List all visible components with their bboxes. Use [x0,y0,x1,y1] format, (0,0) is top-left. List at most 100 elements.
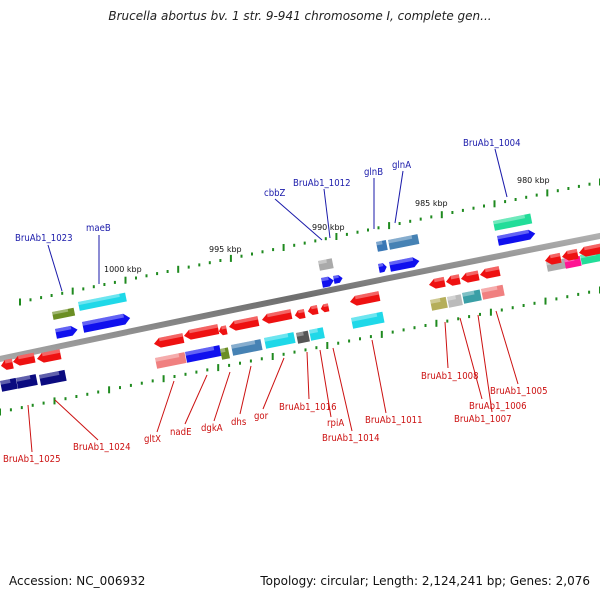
gene-feature [321,276,334,288]
gene-feature [492,213,533,231]
tick-mark-lower [271,353,274,360]
tick-mark-lower [173,375,176,378]
tick-mark-lower [64,397,67,401]
tick-mark-upper [50,294,53,297]
tick-mark-upper [293,243,296,247]
label-nade: nadE [170,427,191,438]
tick-mark-lower [369,335,372,339]
genome-summary: Topology: circular; Length: 2,124,241 bp… [260,574,590,588]
tick-mark-upper [504,200,507,204]
label-bruab1-1006: BruAb1_1006 [469,401,527,412]
tick-mark-lower [446,319,449,323]
connector-nade [184,374,208,425]
gene-feature [479,266,501,279]
gene-feature [15,374,38,389]
gene-feature [296,330,310,344]
label-bruab1-1012: BruAb1_1012 [293,178,351,189]
connector-bruab1-1006 [459,317,483,400]
tick-mark-upper [535,193,538,197]
tick-mark-lower [195,370,198,374]
connector-gor [262,357,285,410]
tick-mark-upper [409,219,412,223]
tick-mark-lower [206,368,209,372]
tick-mark-upper [472,206,475,210]
tick-mark-lower [129,383,132,387]
label-bruab1-1016: BruAb1_1016 [279,402,337,413]
gene-feature [445,274,461,286]
tick-mark-lower [239,361,241,365]
gene-feature [0,377,18,392]
tick-mark-lower [380,330,383,338]
tick-mark-lower [140,381,143,385]
label-dgka: dgkA [201,423,223,434]
tick-mark-lower [42,401,45,405]
tick-mark-lower [533,301,536,305]
tick-mark-lower [522,304,525,307]
gene-feature [218,325,228,336]
tick-mark-upper [219,259,222,262]
tick-mark-upper [483,204,485,208]
tick-mark-upper [251,252,253,256]
tick-mark-lower [304,348,307,352]
tick-mark-upper [514,198,517,201]
tick-mark-upper [261,250,264,254]
connector-bruab1-1007 [477,314,493,413]
gene-feature [446,294,463,308]
gene-feature [261,309,293,324]
tick-mark-upper [113,280,116,284]
tick-mark-upper [335,233,338,240]
tick-mark-upper [282,244,285,251]
connector-bruab1-1012 [323,188,331,239]
gene-feature [561,248,579,261]
tick-mark-lower [108,386,111,394]
tick-mark-lower [500,308,503,312]
gene-feature [544,252,562,265]
gene-feature [220,347,231,360]
gene-feature [351,311,385,329]
label-gltx: gltX [144,434,161,445]
gene-feature [430,296,448,311]
tick-label-985kbp: 985 kbp [415,199,448,208]
gene-feature [317,258,334,271]
gene-feature [333,274,343,284]
gene-feature [0,358,14,370]
tick-mark-upper [388,222,391,230]
tick-mark-lower [249,359,252,363]
connector-bruab1-1014 [332,347,353,432]
tick-mark-lower [86,392,89,396]
gene-feature [153,333,185,348]
gene-feature [377,263,387,273]
tick-mark-upper [156,272,159,276]
gene-feature [307,305,319,316]
tick-mark-upper [240,254,243,258]
scale-ticks [0,178,600,416]
gene-feature [155,352,187,369]
tick-mark-lower [20,406,23,410]
tick-mark-upper [177,265,180,273]
label-dhs: dhs [231,417,247,428]
tick-mark-lower [217,364,220,372]
gene-feature [78,292,127,311]
tick-mark-upper [92,285,95,289]
gene-feature [389,257,420,272]
tick-mark-upper [493,200,496,208]
tick-label-1000kbp: 1000 kbp [104,265,142,274]
tick-mark-upper [303,241,306,245]
tick-mark-upper [451,211,454,214]
tick-mark-upper [135,276,137,280]
tick-mark-upper [588,182,591,186]
gene-features [0,213,600,392]
gene-feature [185,345,222,363]
tick-mark-lower [468,315,471,319]
tick-mark-lower [315,346,318,350]
label-bruab1-1008: BruAb1_1008 [421,371,479,382]
gene-feature [460,270,480,283]
tick-mark-lower [184,372,187,376]
tick-mark-upper [345,232,348,236]
tick-mark-lower [544,297,547,305]
tick-mark-upper [314,239,317,243]
tick-label-995kbp: 995 kbp [209,245,242,254]
connector-bruab1-1008 [444,321,449,369]
tick-mark-lower [479,312,481,316]
gene-feature [183,324,220,340]
